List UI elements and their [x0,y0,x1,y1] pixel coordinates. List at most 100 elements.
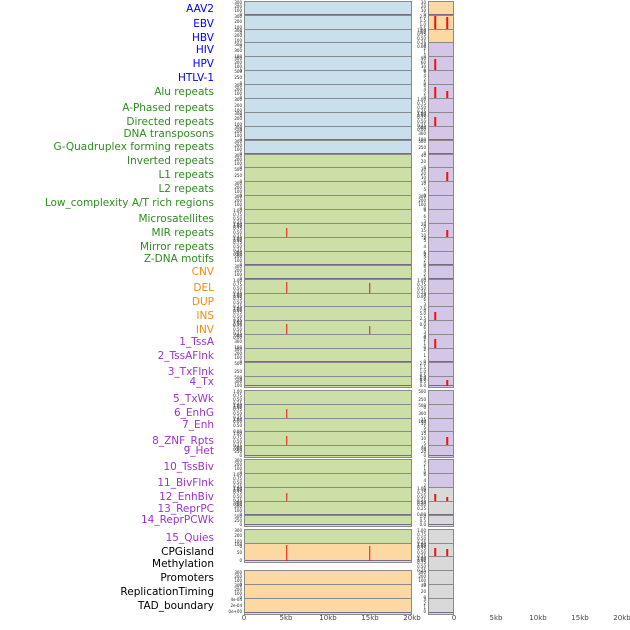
y-tick-label: 0 [423,95,426,101]
y-tick-label: 0.00 [233,335,242,341]
y-tick-label: 3 [423,302,426,308]
y-axis-ticks: 1.00 0.75 0.50 0.25 0.00 [218,208,244,230]
y-tick-label: 0 [423,446,426,452]
y-tick-label: 100 [234,538,242,544]
y-tick-label: 300 [234,0,242,5]
y-tick-label: 0 [423,581,426,587]
y-axis-ticks: 500 250 0 [218,69,244,87]
y-tick-label: 0 [423,345,426,351]
y-tick-label: 1.5 [419,365,426,371]
row-label: 1_TssA [179,335,214,348]
y-axis-ticks: 1.0 0.5 0.0 [412,514,428,528]
y-tick-label: 0.0 [419,521,426,527]
y-tick-label: 500 [418,402,426,408]
x-tick-label: 10kb [319,614,337,623]
y-tick-label: 200 [234,33,242,39]
panel-cell [244,514,412,528]
y-tick-label: 300 [234,500,242,506]
y-tick-label: 0 [239,43,242,49]
figure-row: G-Quadruplex forming repeats 300 200 100 0 50… [0,139,630,157]
y-tick-label: 100 [418,577,426,583]
signal-spike [446,17,448,34]
y-tick-label: 0.75 [233,392,242,398]
y-tick-label: 250 [234,369,242,375]
y-tick-label: 200 [234,351,242,357]
y-tick-label: 0e+00 [228,609,242,615]
y-tick-label: 0 [239,262,242,268]
y-tick-label: 0.75 [417,545,426,551]
y-tick-label: 1.00 [417,541,426,547]
figure-row: A-Phased repeats 300 200 100 0 1.00 0.75 0.50 0.… [0,97,630,119]
signal-spike [285,282,288,298]
y-tick-label: 0.25 [417,109,426,115]
row-label: 7_Enh [182,419,214,432]
y-tick-label: 0.50 [417,535,426,541]
signal-spike [368,546,371,561]
y-tick-label: 200 [234,573,242,579]
y-tick-label: 300 [234,569,242,575]
figure-row: TAD_boundary 4e-04 2e-04 0e+00 3 2 1 0 [0,597,630,615]
y-tick-label: 100 [234,202,242,208]
y-tick-label: 0 [239,452,242,458]
y-axis-ticks: 500 300 100 [218,333,244,351]
y-tick-label: 200 [234,462,242,468]
y-tick-label: 0 [423,192,426,198]
y-axis-ticks: 500 300 100 [412,403,428,425]
figure-row: Low_complexity A/T rich regions 300 200 100… [0,194,630,212]
y-axis-ticks: 1.00 0.75 0.50 0.25 0.00 [412,28,428,50]
y-axis-ticks: 30 20 10 0 [412,0,428,18]
y-tick-label: 2.5 [419,316,426,322]
y-tick-label: 9 [423,291,426,297]
y-tick-label: 0.25 [417,553,426,559]
figure-row: 9_Het 500 250 0 40 20 0 [0,445,630,459]
y-tick-label: 0.00 [233,224,242,230]
y-axis-ticks: 500 250 0 [218,167,244,185]
y-axis-ticks: 1.00 0.75 0.50 0.25 [412,556,428,574]
y-tick-label: 2.0 [419,361,426,367]
profile-panel [244,598,412,615]
panel-cell [428,597,454,615]
y-axis-ticks: 4e-04 2e-04 0e+00 [218,597,244,615]
profile-baseline [245,385,411,387]
y-axis-ticks: 7.5 5.0 2.5 0.0 [412,306,428,328]
signal-spike [446,90,448,99]
y-tick-label: 0.50 [233,299,242,305]
y-tick-label: 300 [234,55,242,61]
y-tick-label: 0.00 [417,293,426,299]
y-tick-label: 0 [239,127,242,133]
y-axis-ticks: 1.00 0.75 0.50 0.25 0.00 [218,319,244,341]
y-axis-ticks: 300 200 100 0 [218,153,244,171]
y-tick-label: 500 [234,375,242,381]
y-tick-label: 0 [423,428,426,434]
y-tick-label: 1.0 [419,21,426,27]
x-tick-label: 10kb [529,614,547,623]
signal-spike [434,339,436,349]
y-tick-label: 300 [234,111,242,117]
signal-spike [446,436,448,450]
y-tick-label: 100 [418,202,426,208]
y-tick-label: 6 [423,472,426,478]
y-tick-label: 1.00 [417,111,426,117]
y-tick-label: 200 [234,129,242,135]
y-tick-label: 1.00 [233,416,242,422]
y-tick-label: 0.25 [417,498,426,504]
y-tick-label: 5.0 [419,310,426,316]
y-tick-label: 300 [234,97,242,103]
y-tick-label: 1.00 [233,319,242,325]
y-tick-label: 0 [239,178,242,184]
y-tick-label: 0.25 [417,123,426,129]
y-tick-label: 200 [234,4,242,9]
y-tick-label: 0.00 [417,113,426,119]
y-axis-ticks: 300 200 100 0 [218,583,244,601]
y-axis-ticks: 90 60 30 0 [412,56,428,74]
signal-spike [368,325,371,339]
y-tick-label: 300 [418,410,426,416]
y-tick-label: 0 [239,470,242,476]
y-tick-label: 0.75 [233,476,242,482]
y-tick-label: 1.00 [417,555,426,561]
y-tick-label: 2.0 [419,13,426,19]
